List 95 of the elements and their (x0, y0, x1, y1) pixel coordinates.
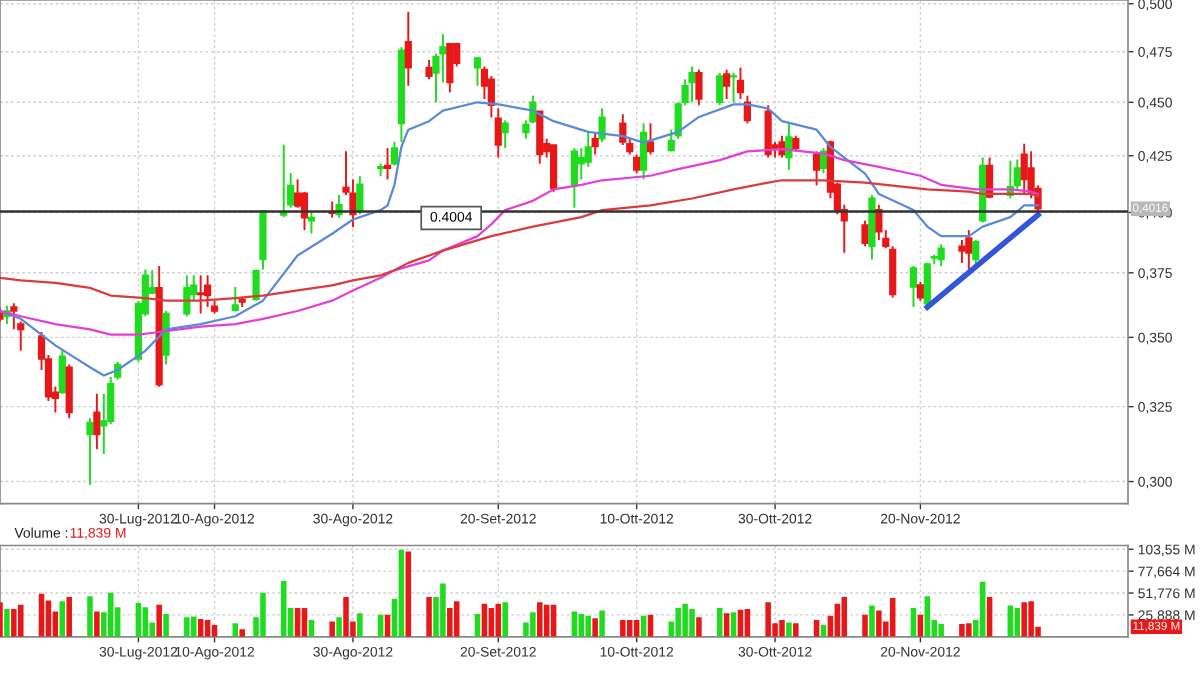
bar (626, 619, 633, 637)
candlestick (619, 113, 627, 146)
bar (862, 614, 868, 637)
bar (357, 613, 363, 637)
candlestick (1020, 142, 1028, 197)
candlestick (958, 239, 966, 264)
candlestick (889, 245, 897, 299)
candlestick (550, 144, 558, 193)
bar (87, 596, 93, 637)
bar (191, 616, 197, 637)
candlestick (723, 68, 731, 100)
bar (184, 617, 190, 637)
bar (876, 610, 882, 637)
bar (426, 597, 432, 637)
candlestick (729, 71, 738, 104)
candlestick (494, 107, 502, 159)
bar (530, 612, 536, 637)
bar (156, 604, 162, 637)
bar (453, 601, 460, 637)
candlestick (646, 122, 655, 156)
candlestick (972, 239, 980, 268)
candlestick (965, 229, 973, 271)
candlestick (639, 122, 648, 181)
candlestick (307, 210, 316, 235)
bar (537, 602, 543, 637)
bar (779, 619, 785, 637)
bar (689, 608, 695, 637)
candlestick (404, 10, 412, 87)
bar (495, 603, 502, 637)
bar (239, 629, 245, 637)
bar (765, 602, 771, 637)
bar (163, 613, 169, 637)
bar (4, 608, 10, 637)
candlestick (633, 153, 641, 175)
candlestick (598, 107, 606, 143)
bar (620, 619, 626, 637)
line-series (0, 101, 1040, 377)
bar (11, 608, 17, 637)
candlestick (93, 392, 101, 451)
candlestick (785, 122, 793, 171)
candlestick (446, 42, 454, 94)
candlestick (861, 219, 869, 248)
bar (585, 615, 591, 637)
bar (336, 617, 342, 637)
candlestick (736, 66, 745, 100)
candlestick (10, 302, 18, 331)
candlestick (591, 131, 599, 156)
candlestick (868, 194, 876, 261)
bar (260, 592, 266, 637)
bar (94, 611, 100, 637)
candlestick (1013, 158, 1021, 190)
candlestick (65, 363, 73, 420)
candlestick (812, 150, 821, 187)
candlestick (356, 175, 364, 216)
bar (592, 618, 598, 637)
candlestick (764, 104, 772, 159)
bar (959, 624, 965, 637)
candlestick (86, 417, 94, 486)
candlestick (570, 147, 578, 209)
bar (786, 622, 792, 637)
candlestick (58, 349, 66, 395)
bar (440, 583, 446, 637)
bar (599, 610, 605, 637)
candlestick (383, 147, 392, 181)
bar (938, 624, 944, 637)
candlestick (688, 65, 696, 104)
candlestick (197, 274, 205, 315)
bar (45, 600, 52, 637)
bar (343, 597, 349, 637)
bar (793, 623, 799, 637)
bar (1021, 602, 1027, 637)
bar (329, 621, 335, 637)
candlestick (937, 243, 945, 268)
candlestick (536, 110, 544, 165)
bar (17, 604, 24, 637)
candlestick (183, 274, 191, 318)
bar (696, 617, 702, 637)
bar (675, 608, 681, 637)
candlestick (716, 71, 724, 107)
bar (66, 597, 72, 637)
bar (447, 608, 453, 637)
bar (682, 603, 688, 637)
candlestick (231, 285, 239, 313)
candlestick (425, 59, 433, 81)
bar (502, 602, 508, 637)
bar (869, 605, 875, 637)
candlestick (909, 265, 918, 309)
bar (1028, 601, 1034, 637)
bar (405, 551, 412, 637)
candlestick (501, 119, 509, 150)
candlestick (695, 68, 703, 107)
bar (966, 623, 972, 637)
candlestick (473, 55, 482, 87)
candlestick (204, 274, 212, 309)
candlestick (916, 281, 924, 302)
